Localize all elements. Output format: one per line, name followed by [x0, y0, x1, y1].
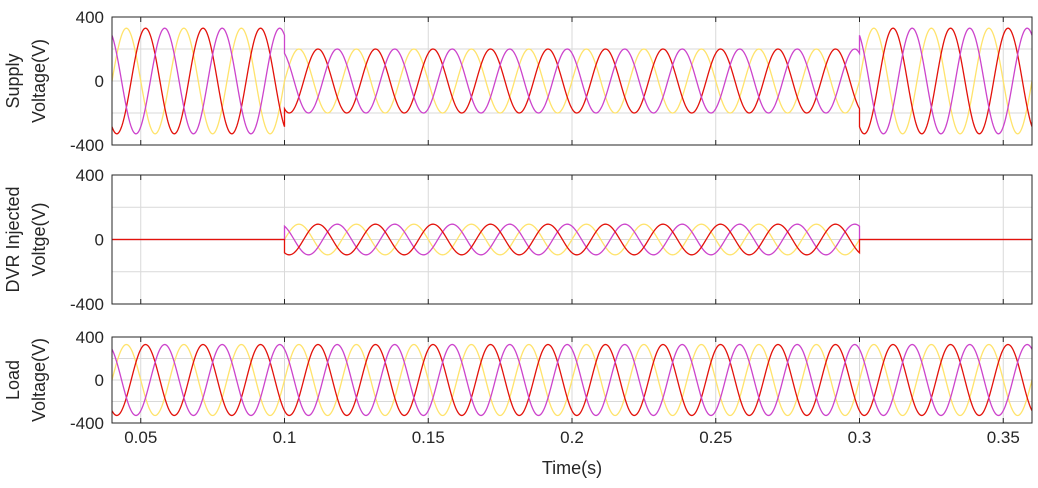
y-tick-label: 0 — [95, 231, 104, 250]
y-tick-label: 400 — [76, 328, 104, 347]
y-tick-label: 0 — [95, 72, 104, 91]
y-axis-label: Voltge(V) — [29, 202, 49, 276]
y-axis-label: Load — [3, 360, 23, 400]
x-tick-label: 0.15 — [412, 428, 445, 447]
y-axis-label: Supply — [3, 53, 23, 108]
y-axis-label: Voltage(V) — [29, 338, 49, 422]
y-axis-label: DVR Injected — [3, 186, 23, 292]
panel-2: -400 0 400 DVR Injected Voltge(V) — [3, 166, 1033, 314]
series-line-1 — [112, 27, 1032, 135]
series-line-1 — [112, 343, 1032, 417]
x-tick-label: 0.05 — [124, 428, 157, 447]
y-tick-label: -400 — [70, 136, 104, 155]
x-tick-label: 0.35 — [987, 428, 1020, 447]
y-axis-label: Voltage(V) — [29, 39, 49, 123]
panels: -400 0 400 Supply Voltage(V) -400 0 400 DVR Inje… — [3, 8, 1033, 447]
series-line-3 — [112, 223, 1032, 256]
panel-1: -400 0 400 Supply Voltage(V) — [3, 8, 1033, 155]
y-tick-label: -400 — [70, 414, 104, 433]
x-tick-label: 0.2 — [560, 428, 584, 447]
x-tick-label: 0.1 — [273, 428, 297, 447]
y-tick-label: 400 — [76, 8, 104, 27]
series-group — [112, 223, 1032, 256]
series-line-3 — [112, 27, 1032, 135]
series-line-3 — [112, 343, 1032, 417]
series-group — [112, 27, 1032, 135]
series-line-2 — [112, 343, 1032, 417]
x-axis-label: Time(s) — [542, 458, 602, 478]
series-group — [112, 343, 1032, 417]
x-tick-label: 0.25 — [699, 428, 732, 447]
y-tick-label: 0 — [95, 371, 104, 390]
panel-3: -400 0 400 Load Voltage(V) 0.05 0.1 0.15 0.2 0.25… — [3, 328, 1033, 447]
y-tick-label: -400 — [70, 295, 104, 314]
series-line-2 — [112, 27, 1032, 135]
y-tick-label: 400 — [76, 166, 104, 185]
x-tick-label: 0.3 — [848, 428, 872, 447]
